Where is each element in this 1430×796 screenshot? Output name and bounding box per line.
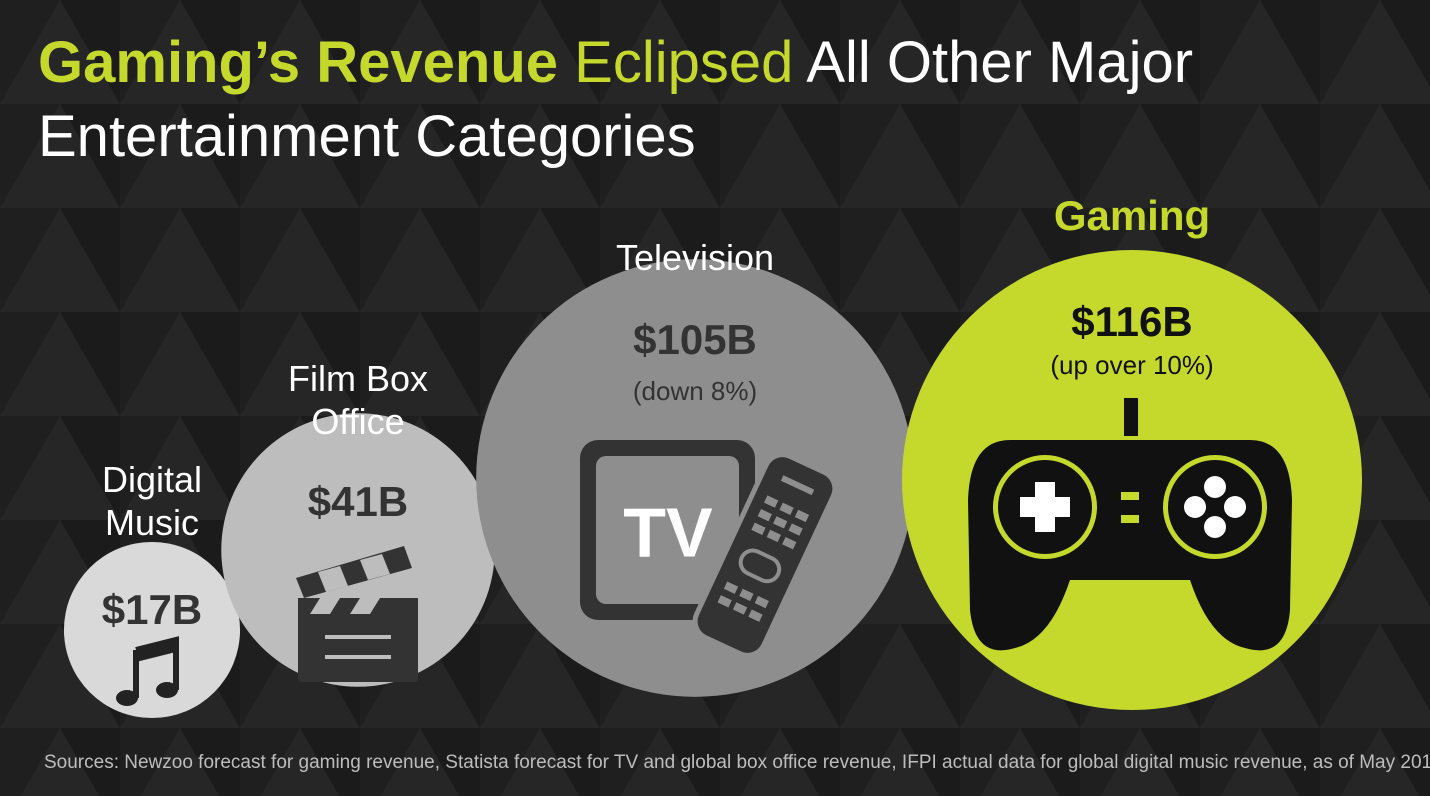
bubble <box>63 541 241 719</box>
value-label: $105B <box>633 316 757 363</box>
music-icon <box>116 636 179 706</box>
bubble <box>221 413 495 687</box>
title-part: All Other Major Entertainment Categories <box>38 30 1194 169</box>
category-label: Digital Music <box>101 459 203 543</box>
clapper-icon <box>296 546 418 682</box>
tv-icon: TV <box>580 440 838 658</box>
value-label: $41B <box>307 478 409 525</box>
title-part: Gaming’s Revenue <box>38 30 559 95</box>
value-note: (up over 10%) <box>1050 350 1214 380</box>
svg-text:TV: TV <box>623 493 713 571</box>
value-note: (down 8%) <box>632 376 758 406</box>
title-part: Eclipsed <box>574 30 794 95</box>
value-label: $116B <box>1071 298 1193 345</box>
category-label: Film Box Office <box>287 358 428 442</box>
value-label: $17B <box>101 586 203 633</box>
source-note: Sources: Newzoo forecast for gaming reve… <box>44 752 1430 773</box>
category-label: Television <box>615 237 775 278</box>
category-label: Gaming <box>1053 192 1211 239</box>
chart-title: Gaming’s Revenue Eclipsed All Other Majo… <box>38 26 1238 174</box>
controller-icon <box>968 398 1292 651</box>
